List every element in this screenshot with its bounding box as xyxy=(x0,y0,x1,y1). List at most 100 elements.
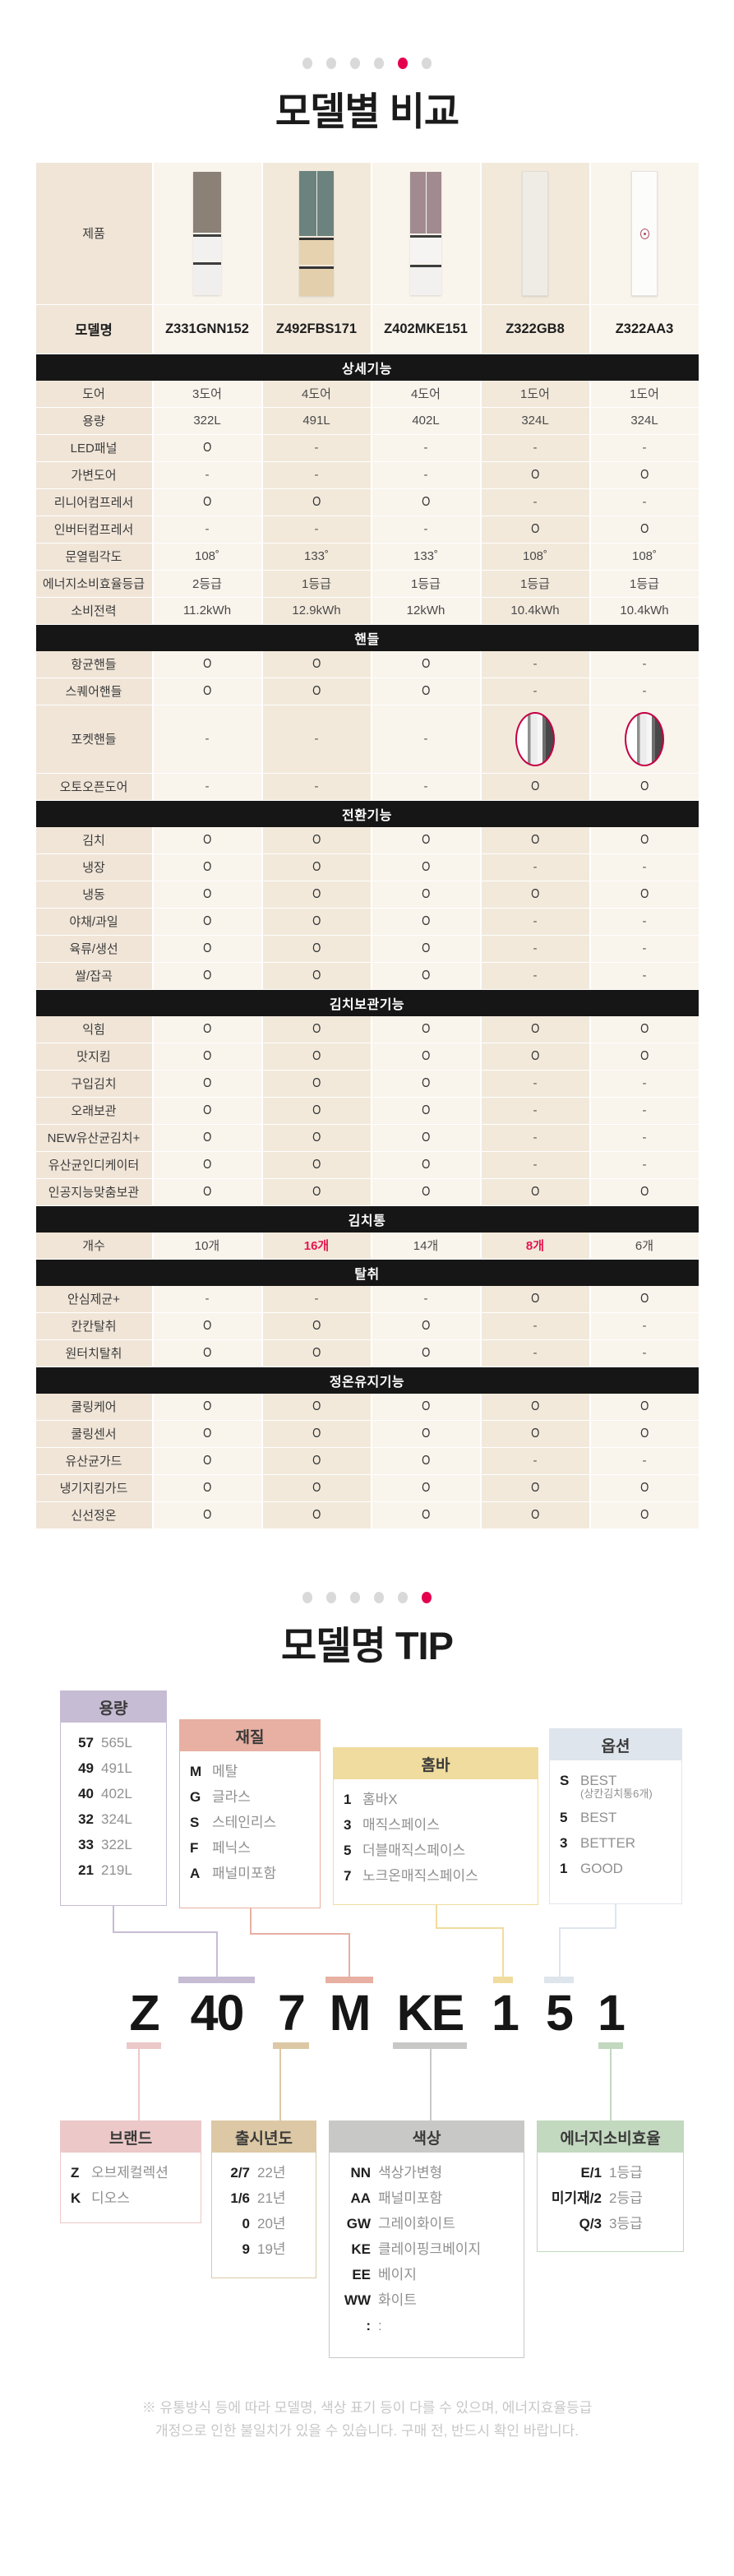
row-label: 신선정온 xyxy=(35,1501,152,1529)
carousel-dot-5-active[interactable] xyxy=(398,58,408,69)
model-part-marker xyxy=(127,2042,161,2050)
row-label: 냉동 xyxy=(35,881,152,909)
table-row: 칸칸탈취 O O O - - xyxy=(35,1312,699,1340)
connector-option xyxy=(615,1904,616,1930)
tip-item: F 페닉스 xyxy=(190,1840,251,1857)
connector-brand xyxy=(138,2049,140,2121)
table-row: 신선정온 O O O O O xyxy=(35,1501,699,1529)
feature-value-cell: O xyxy=(370,1015,480,1043)
model-part-marker xyxy=(598,2042,623,2050)
tip-box-year-title: 출시년도 xyxy=(212,2121,316,2153)
product-image-Z402MKE151 xyxy=(410,171,441,295)
feature-value-cell: O xyxy=(370,935,480,963)
connector-capacity xyxy=(216,1931,218,1977)
feature-value-cell: 133˚ xyxy=(261,543,371,571)
feature-value-cell: - xyxy=(589,1312,699,1340)
carousel-dot-5[interactable] xyxy=(398,1591,408,1603)
feature-value-cell: O xyxy=(261,1043,371,1071)
carousel-dot-4[interactable] xyxy=(374,1591,384,1603)
tip-section-header: 모델명 TIP xyxy=(0,1529,734,1667)
feature-value-cell: O xyxy=(151,1447,261,1475)
carousel-dot-3[interactable] xyxy=(350,1591,360,1603)
feature-value-cell: O xyxy=(479,1393,589,1421)
feature-value-cell: O xyxy=(261,1124,371,1152)
tip-box-energy-title: 에너지소비효율 xyxy=(538,2121,683,2153)
feature-value-cell: O xyxy=(370,826,480,854)
tip-item: 미기재/2 2등급 xyxy=(551,2190,643,2207)
tip-item: K 디오스 xyxy=(71,2190,130,2207)
tip-box-material: 재질 M 메탈 G 글라스 S 스테인리스 F 페닉스 A 패널미포함 xyxy=(179,1719,321,1909)
feature-value-cell: 12kWh xyxy=(370,597,480,625)
compare-title: 모델별 비교 xyxy=(275,90,459,133)
carousel-dot-2[interactable] xyxy=(326,1591,336,1603)
feature-value-cell: O xyxy=(370,1312,480,1340)
model-part-marker xyxy=(178,1977,255,1984)
carousel-dot-2[interactable] xyxy=(326,58,336,69)
feature-value-cell: O xyxy=(479,1015,589,1043)
feature-value-cell: - xyxy=(479,678,589,705)
feature-value-cell: - xyxy=(479,935,589,963)
feature-value-cell: - xyxy=(589,488,699,516)
feature-value-cell: O xyxy=(261,1339,371,1367)
tip-item: 5 BEST xyxy=(560,1810,617,1826)
tip-item: Q/3 3등급 xyxy=(579,2216,643,2232)
feature-value-cell: - xyxy=(370,705,480,774)
feature-value-cell: O xyxy=(151,1070,261,1098)
tip-item: KE 클레이핑크베이지 xyxy=(351,2241,482,2258)
table-row: 쌀/잡곡 O O O - - xyxy=(35,962,699,990)
carousel-dot-4[interactable] xyxy=(374,58,384,69)
connector-homebar xyxy=(502,1927,504,1977)
feature-value-cell: - xyxy=(261,705,371,774)
feature-value-cell: O xyxy=(151,826,261,854)
carousel-dot-6-active[interactable] xyxy=(422,1591,432,1603)
tip-item: WW 화이트 xyxy=(344,2292,417,2309)
feature-value-cell: O xyxy=(370,962,480,990)
carousel-dot-3[interactable] xyxy=(350,58,360,69)
tip-item: EE 베이지 xyxy=(352,2267,417,2283)
feature-value-cell: O xyxy=(479,1285,589,1313)
feature-value-cell: - xyxy=(589,1097,699,1125)
connector-energy xyxy=(610,2049,612,2121)
feature-value-cell: O xyxy=(151,1420,261,1448)
feature-value-cell: 108˚ xyxy=(479,543,589,571)
table-row: 개수 10개 16개 14개 8개 6개 xyxy=(35,1232,699,1260)
feature-value-cell: - xyxy=(261,516,371,543)
row-label: 오래보관 xyxy=(35,1097,152,1125)
table-row: 제품 xyxy=(35,162,699,305)
row-label: 구입김치 xyxy=(35,1070,152,1098)
carousel-dot-6[interactable] xyxy=(422,58,432,69)
compare-section-header: 모델별 비교 xyxy=(0,0,734,133)
feature-value-cell: O xyxy=(261,1097,371,1125)
feature-value-cell: O xyxy=(151,1501,261,1529)
row-label: 인공지능맞춤보관 xyxy=(35,1178,152,1206)
feature-value-cell: O xyxy=(261,1070,371,1098)
feature-value-cell: 108˚ xyxy=(151,543,261,571)
feature-value-cell: O xyxy=(589,1285,699,1313)
row-label: 리니어컴프레서 xyxy=(35,488,152,516)
table-row: 육류/생선 O O O - - xyxy=(35,935,699,963)
feature-value-cell: O xyxy=(370,1097,480,1125)
tip-item: 1/6 21년 xyxy=(230,2190,286,2207)
table-row: 인공지능맞춤보관 O O O O O xyxy=(35,1178,699,1206)
feature-value-cell: 3도어 xyxy=(151,380,261,408)
feature-value-cell: - xyxy=(589,1124,699,1152)
carousel-dot-1[interactable] xyxy=(302,58,312,69)
carousel-dot-1[interactable] xyxy=(302,1591,312,1603)
feature-value-cell: O xyxy=(479,1043,589,1071)
tip-item: 2/7 22년 xyxy=(230,2165,286,2181)
tip-item: 3 매직스페이스 xyxy=(344,1817,440,1834)
feature-value-cell: O xyxy=(589,1474,699,1502)
feature-value-cell: - xyxy=(479,853,589,881)
row-label: 도어 xyxy=(35,380,152,408)
row-label: 가변도어 xyxy=(35,461,152,489)
section-header-bar: 탈취 xyxy=(35,1259,699,1286)
feature-value-cell: - xyxy=(479,1097,589,1125)
carousel-dots xyxy=(0,58,734,69)
feature-value-cell: - xyxy=(589,650,699,678)
feature-value-cell: - xyxy=(370,516,480,543)
feature-value-cell: - xyxy=(589,1070,699,1098)
row-label: 소비전력 xyxy=(35,597,152,625)
feature-value-cell: - xyxy=(261,1285,371,1313)
tip-box-color-title: 색상 xyxy=(330,2121,524,2153)
feature-value-cell: - xyxy=(479,488,589,516)
